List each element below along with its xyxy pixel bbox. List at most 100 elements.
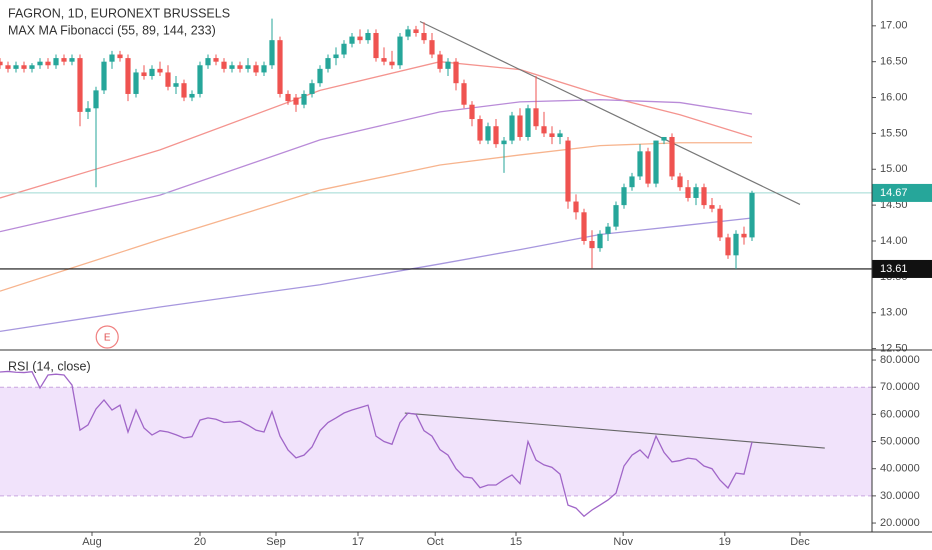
candle-body <box>445 61 451 69</box>
candle-body <box>325 58 331 69</box>
candle-body <box>597 233 603 249</box>
candle-body <box>197 65 203 94</box>
candle-body <box>349 36 355 44</box>
candle-body <box>221 61 227 69</box>
y-tick-label: 80.0000 <box>880 354 920 366</box>
candle-body <box>109 54 115 62</box>
event-marker <box>95 325 119 349</box>
candle-body <box>141 72 147 77</box>
candle-body <box>69 58 75 62</box>
candle-body <box>717 208 723 238</box>
y-tick-label: 13.00 <box>880 307 908 319</box>
candle-body <box>413 29 419 33</box>
candle-body <box>477 119 483 141</box>
candle-body <box>557 133 563 137</box>
candle-body <box>5 65 11 69</box>
candle-body <box>509 115 515 141</box>
trendline <box>419 20 801 205</box>
candle-body <box>517 115 523 137</box>
candle-body <box>253 65 259 73</box>
candle-body <box>165 72 171 87</box>
candle-body <box>261 65 267 73</box>
candle-body <box>189 93 195 98</box>
x-tick-label: Sep <box>266 536 286 548</box>
candle-body <box>269 40 275 66</box>
candle-body <box>341 43 347 55</box>
candle-body <box>149 68 155 77</box>
x-tick-label: 19 <box>719 536 731 548</box>
candle-body <box>237 65 243 69</box>
moving-average <box>0 217 753 332</box>
candle-body <box>13 65 19 69</box>
candle-body <box>621 187 627 206</box>
candle-body <box>45 61 51 66</box>
indicator-title: MAX MA Fibonacci (55, 89, 144, 233) <box>8 23 216 37</box>
candle-body <box>637 151 643 177</box>
y-tick-label: 17.00 <box>880 20 908 32</box>
trendline <box>404 412 825 449</box>
x-tick-label: Dec <box>790 536 810 548</box>
candle-body <box>77 58 83 112</box>
y-tick-label: 16.50 <box>880 56 908 68</box>
last-price-box <box>872 183 932 202</box>
candle-body <box>381 58 387 62</box>
chart-title: FAGRON, 1D, EURONEXT BRUSSELS <box>8 6 230 20</box>
candle-body <box>157 68 163 73</box>
y-tick-label: 16.00 <box>880 91 908 103</box>
x-tick-label: Aug <box>82 536 102 548</box>
candle-body <box>565 140 571 202</box>
rsi-line <box>0 370 753 518</box>
candle-body <box>133 72 139 94</box>
candle-body <box>85 108 91 112</box>
y-tick-label: 15.50 <box>880 127 908 139</box>
candle-body <box>645 151 651 184</box>
candle-body <box>29 65 35 69</box>
candle-body <box>101 61 107 91</box>
x-tick-label: Nov <box>613 536 633 548</box>
candle-body <box>37 61 43 66</box>
x-tick-label: 17 <box>352 536 364 548</box>
moving-average <box>0 142 752 292</box>
candle-body <box>373 32 379 59</box>
candle-body <box>589 240 595 249</box>
candle-body <box>93 90 99 109</box>
candle-body <box>173 83 179 87</box>
candle-body <box>525 108 531 137</box>
candle-body <box>693 187 699 198</box>
candle-body <box>485 126 491 141</box>
candle-body <box>533 108 539 127</box>
candle-body <box>389 61 395 66</box>
candle-body <box>365 32 371 41</box>
candle-body <box>629 176 635 188</box>
candle-body <box>541 126 547 134</box>
candle-body <box>493 126 499 145</box>
candle-body <box>573 201 579 213</box>
candle-body <box>21 65 27 69</box>
candle-body <box>581 212 587 241</box>
candle-body <box>461 83 467 105</box>
y-tick-label: 60.0000 <box>880 408 920 420</box>
candle-body <box>301 93 307 105</box>
candle-body <box>741 233 747 238</box>
candle-body <box>61 58 67 62</box>
level-label: 13.61 <box>880 263 908 275</box>
event-marker-label: E <box>104 333 111 344</box>
candle-body <box>293 97 299 105</box>
candle-body <box>613 205 619 227</box>
candle-body <box>733 233 739 256</box>
candle-body <box>277 40 283 94</box>
y-tick-label: 40.0000 <box>880 463 920 475</box>
candle-body <box>549 133 555 137</box>
candle-body <box>205 58 211 66</box>
candle-body <box>677 176 683 188</box>
candle-body <box>213 58 219 62</box>
candle-body <box>421 32 427 41</box>
rsi-band <box>0 387 872 496</box>
x-tick-label: Oct <box>427 536 444 548</box>
y-tick-label: 50.0000 <box>880 435 920 447</box>
x-tick-label: 20 <box>194 536 206 548</box>
candle-body <box>317 68 323 84</box>
candle-body <box>725 237 731 256</box>
